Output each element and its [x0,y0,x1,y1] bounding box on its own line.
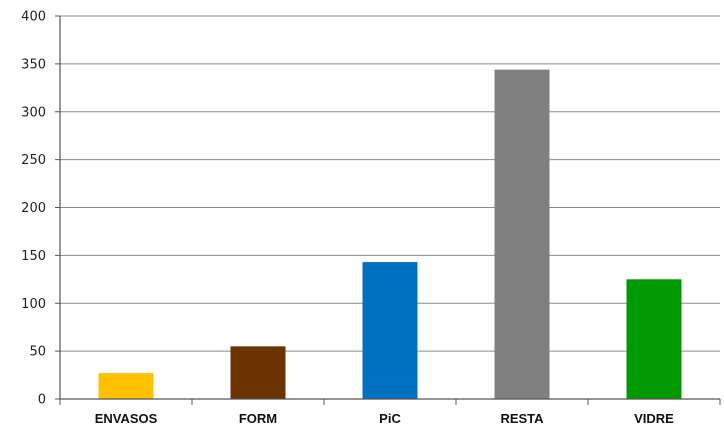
x-tick-label-form: FORM [239,411,277,425]
y-tick-label: 400 [21,10,46,25]
y-tick-label: 50 [29,345,46,360]
y-tick-label: 300 [21,105,46,120]
y-tick-label: 0 [38,393,46,408]
bar-pic [362,262,418,399]
bars [98,69,682,400]
bar-envasos [98,373,154,399]
y-tick-label: 150 [21,249,46,264]
x-tick-label-vidre: VIDRE [634,411,674,425]
y-axis-ticks: 0 50 100 150 200 250 300 350 400 [21,10,60,408]
y-tick-label: 200 [21,201,46,216]
y-tick-label: 100 [21,297,46,312]
x-tick-label-pic: PiC [379,411,401,425]
bar-resta [494,69,550,400]
x-axis-labels: ENVASOS FORM PiC RESTA VIDRE [95,411,674,425]
bar-form [230,346,286,399]
bar-vidre [626,279,682,399]
x-tick-label-resta: RESTA [500,411,544,425]
x-tick-label-envasos: ENVASOS [95,411,158,425]
gridlines [60,15,720,352]
y-tick-label: 350 [21,57,46,72]
y-tick-label: 250 [21,153,46,168]
x-axis-ticks [59,399,721,405]
